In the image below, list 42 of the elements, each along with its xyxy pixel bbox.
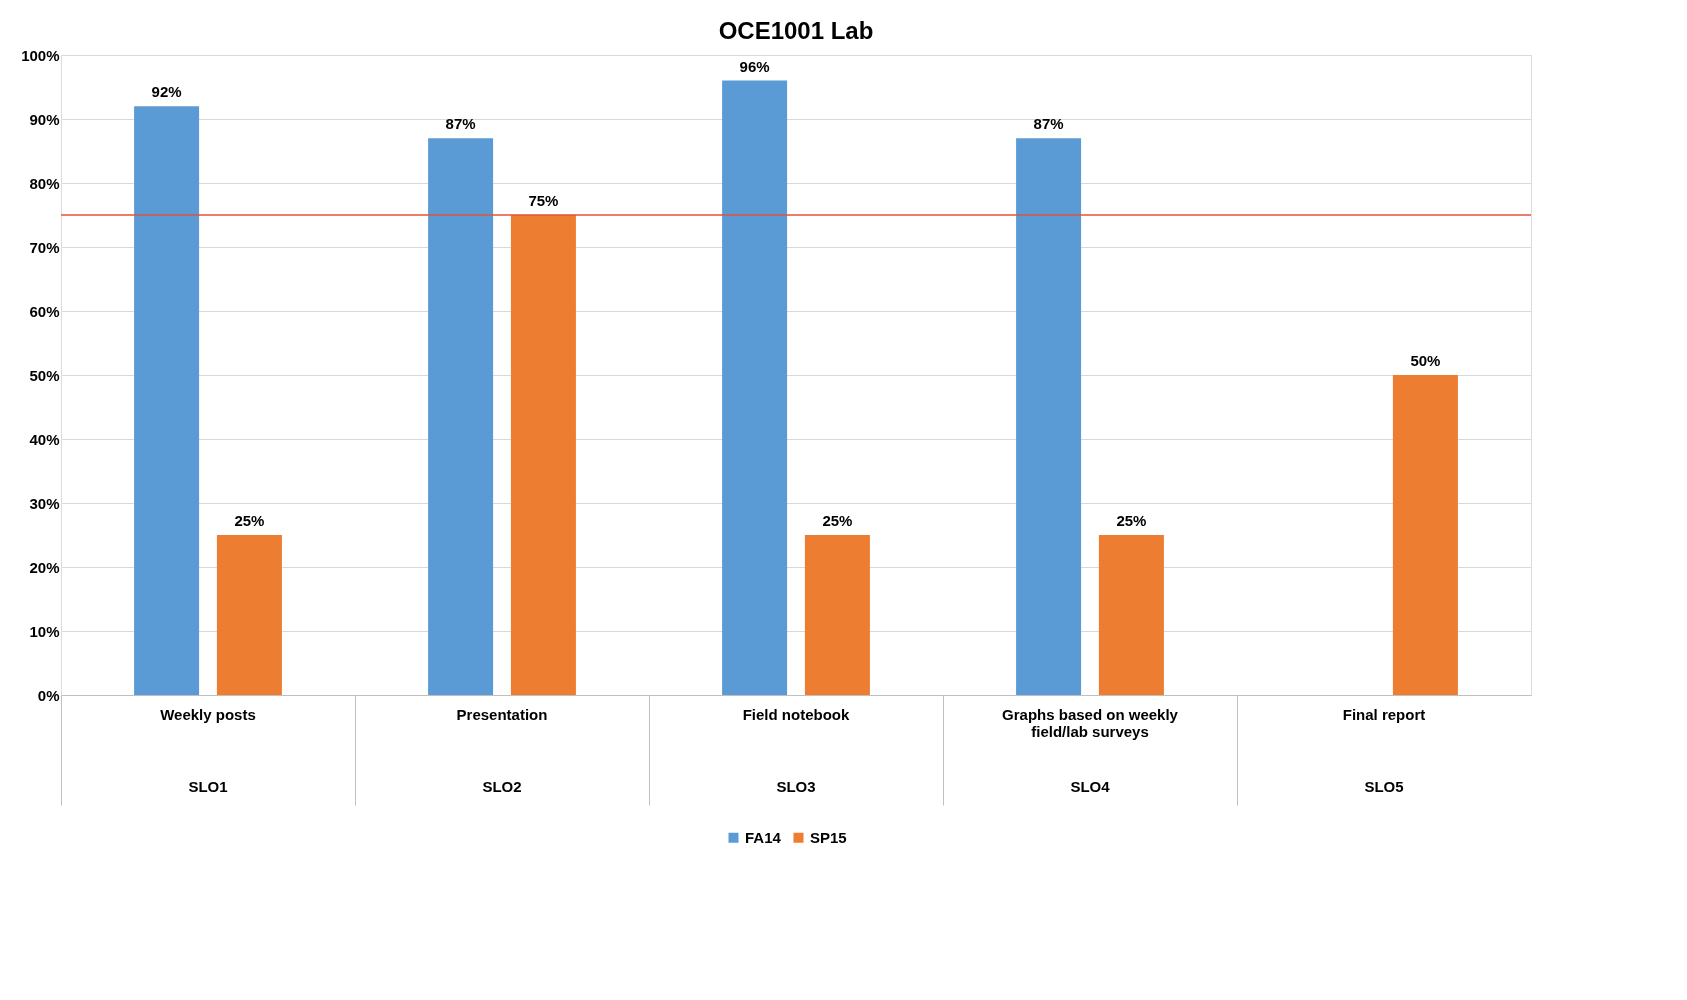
bar [510, 215, 576, 695]
data-label: 92% [151, 83, 182, 101]
y-tick-label: 30% [29, 494, 60, 512]
data-label: 50% [1410, 352, 1441, 369]
y-tick-label: 20% [29, 558, 60, 576]
y-tick-label: 60% [29, 302, 60, 320]
y-tick-label: 90% [29, 110, 60, 128]
y-tick-label: 10% [29, 622, 60, 640]
bar [804, 535, 870, 695]
data-label: 75% [528, 192, 559, 209]
x-tick-label: Final report [1342, 705, 1426, 723]
y-tick-label: 80% [29, 174, 60, 192]
text: SLO4 [1070, 778, 1111, 795]
x-tick-label: Presentation [456, 705, 548, 723]
y-tick-label: 0% [37, 686, 60, 704]
bar [134, 106, 200, 695]
x-tick-label: Weekly posts [160, 705, 256, 723]
data-label: 25% [822, 512, 853, 529]
legend-label: SP15 [810, 828, 847, 846]
bar [1392, 375, 1458, 695]
text: SLO2 [482, 778, 522, 795]
data-label: 25% [1116, 512, 1147, 529]
data-label: 87% [445, 115, 476, 133]
y-tick-label: 50% [29, 366, 60, 384]
bar [722, 80, 788, 695]
data-label: 87% [1033, 115, 1064, 133]
chart-title: OCE1001 Lab [718, 17, 874, 44]
x-tick-label: Graphs based on weekly field/lab surveys [1002, 705, 1179, 740]
bar [1016, 138, 1082, 695]
bar [428, 138, 494, 695]
y-tick-label: 100% [21, 46, 60, 64]
bar [1098, 535, 1164, 695]
legend-label: FA14 [745, 828, 782, 846]
y-tick-label: 40% [29, 430, 60, 448]
data-label: 25% [234, 512, 265, 529]
text: SLO1 [188, 778, 228, 795]
text: SLO3 [776, 778, 816, 795]
data-label: 96% [739, 57, 770, 75]
x-tick-label: Field notebook [742, 705, 850, 723]
bar [216, 535, 282, 695]
y-tick-label: 70% [29, 238, 60, 256]
text: SLO5 [1364, 778, 1404, 795]
